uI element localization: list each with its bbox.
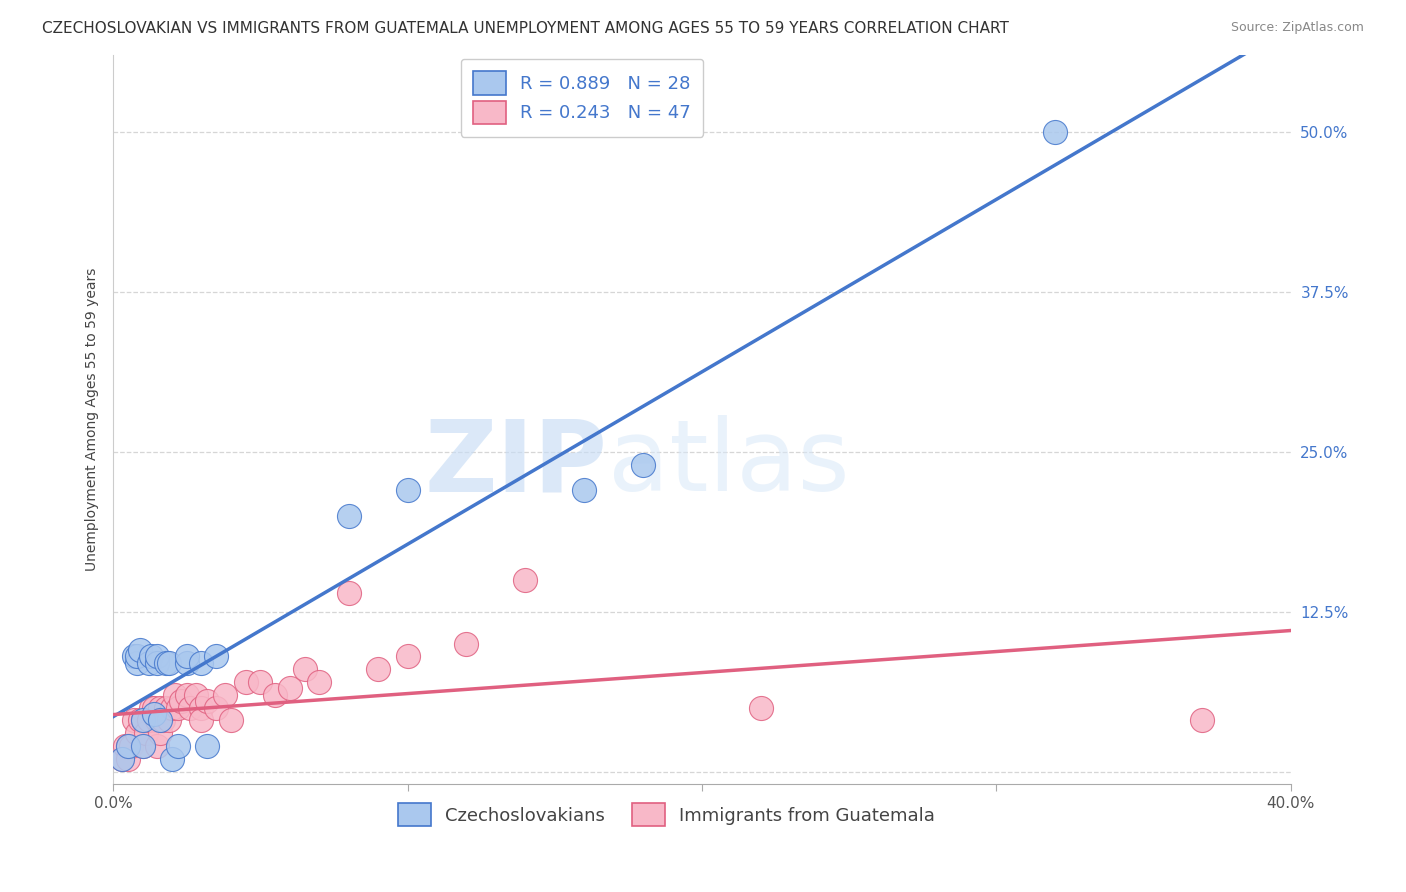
Text: atlas: atlas	[607, 415, 849, 512]
Point	[749, 700, 772, 714]
Point	[396, 649, 419, 664]
Point	[131, 739, 153, 753]
Point	[141, 700, 163, 714]
Legend: Czechoslovakians, Immigrants from Guatemala: Czechoslovakians, Immigrants from Guatem…	[398, 804, 935, 827]
Point	[572, 483, 595, 498]
Point	[125, 726, 148, 740]
Point	[205, 649, 228, 664]
Point	[160, 752, 183, 766]
Point	[337, 585, 360, 599]
Point	[111, 752, 134, 766]
Point	[167, 739, 190, 753]
Y-axis label: Unemployment Among Ages 55 to 59 years: Unemployment Among Ages 55 to 59 years	[86, 268, 100, 572]
Point	[155, 700, 177, 714]
Point	[456, 637, 478, 651]
Text: CZECHOSLOVAKIAN VS IMMIGRANTS FROM GUATEMALA UNEMPLOYMENT AMONG AGES 55 TO 59 YE: CZECHOSLOVAKIAN VS IMMIGRANTS FROM GUATE…	[42, 21, 1010, 36]
Point	[176, 656, 198, 670]
Point	[138, 714, 160, 728]
Point	[117, 752, 139, 766]
Point	[195, 739, 218, 753]
Point	[235, 675, 257, 690]
Point	[146, 739, 169, 753]
Point	[111, 752, 134, 766]
Point	[184, 688, 207, 702]
Point	[157, 714, 180, 728]
Point	[122, 649, 145, 664]
Point	[195, 694, 218, 708]
Point	[117, 739, 139, 753]
Point	[515, 573, 537, 587]
Point	[176, 688, 198, 702]
Point	[120, 739, 142, 753]
Point	[367, 662, 389, 676]
Text: Source: ZipAtlas.com: Source: ZipAtlas.com	[1230, 21, 1364, 34]
Point	[219, 714, 242, 728]
Point	[125, 649, 148, 664]
Point	[155, 656, 177, 670]
Point	[308, 675, 330, 690]
Point	[122, 714, 145, 728]
Point	[163, 688, 186, 702]
Point	[143, 700, 166, 714]
Point	[131, 714, 153, 728]
Point	[146, 649, 169, 664]
Point	[264, 688, 287, 702]
Point	[138, 656, 160, 670]
Point	[190, 714, 212, 728]
Point	[131, 714, 153, 728]
Point	[170, 694, 193, 708]
Point	[190, 700, 212, 714]
Point	[190, 656, 212, 670]
Point	[337, 508, 360, 523]
Point	[143, 707, 166, 722]
Point	[176, 649, 198, 664]
Point	[117, 739, 139, 753]
Point	[149, 726, 172, 740]
Point	[205, 700, 228, 714]
Point	[160, 700, 183, 714]
Point	[631, 458, 654, 472]
Point	[167, 700, 190, 714]
Point	[294, 662, 316, 676]
Point	[1043, 125, 1066, 139]
Point	[179, 700, 201, 714]
Point	[146, 714, 169, 728]
Point	[131, 739, 153, 753]
Point	[157, 656, 180, 670]
Point	[128, 714, 150, 728]
Point	[128, 643, 150, 657]
Point	[135, 726, 157, 740]
Point	[1191, 714, 1213, 728]
Point	[149, 700, 172, 714]
Point	[125, 656, 148, 670]
Point	[146, 656, 169, 670]
Point	[149, 714, 172, 728]
Point	[214, 688, 236, 702]
Point	[278, 681, 301, 696]
Point	[141, 649, 163, 664]
Point	[396, 483, 419, 498]
Point	[114, 739, 136, 753]
Point	[249, 675, 271, 690]
Text: ZIP: ZIP	[425, 415, 607, 512]
Point	[152, 714, 174, 728]
